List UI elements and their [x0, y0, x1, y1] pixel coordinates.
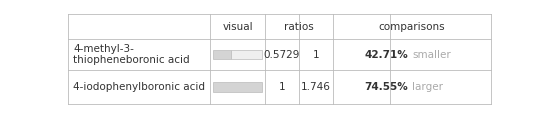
Text: larger: larger: [412, 82, 443, 92]
Text: 4-methyl-3-
thiopheneboronic acid: 4-methyl-3- thiopheneboronic acid: [73, 44, 190, 65]
Text: 1: 1: [312, 50, 319, 60]
Text: visual: visual: [222, 22, 253, 32]
Bar: [213, 50, 231, 59]
Text: 1.746: 1.746: [301, 82, 331, 92]
Text: 4-iodophenylboronic acid: 4-iodophenylboronic acid: [73, 82, 205, 92]
Text: 1: 1: [278, 82, 285, 92]
Text: comparisons: comparisons: [379, 22, 446, 32]
Text: 42.71%: 42.71%: [364, 50, 408, 60]
Text: smaller: smaller: [412, 50, 451, 60]
Text: 0.5729: 0.5729: [264, 50, 300, 60]
Text: 74.55%: 74.55%: [364, 82, 408, 92]
Bar: [231, 50, 262, 59]
Bar: [213, 82, 262, 92]
Text: ratios: ratios: [284, 22, 314, 32]
